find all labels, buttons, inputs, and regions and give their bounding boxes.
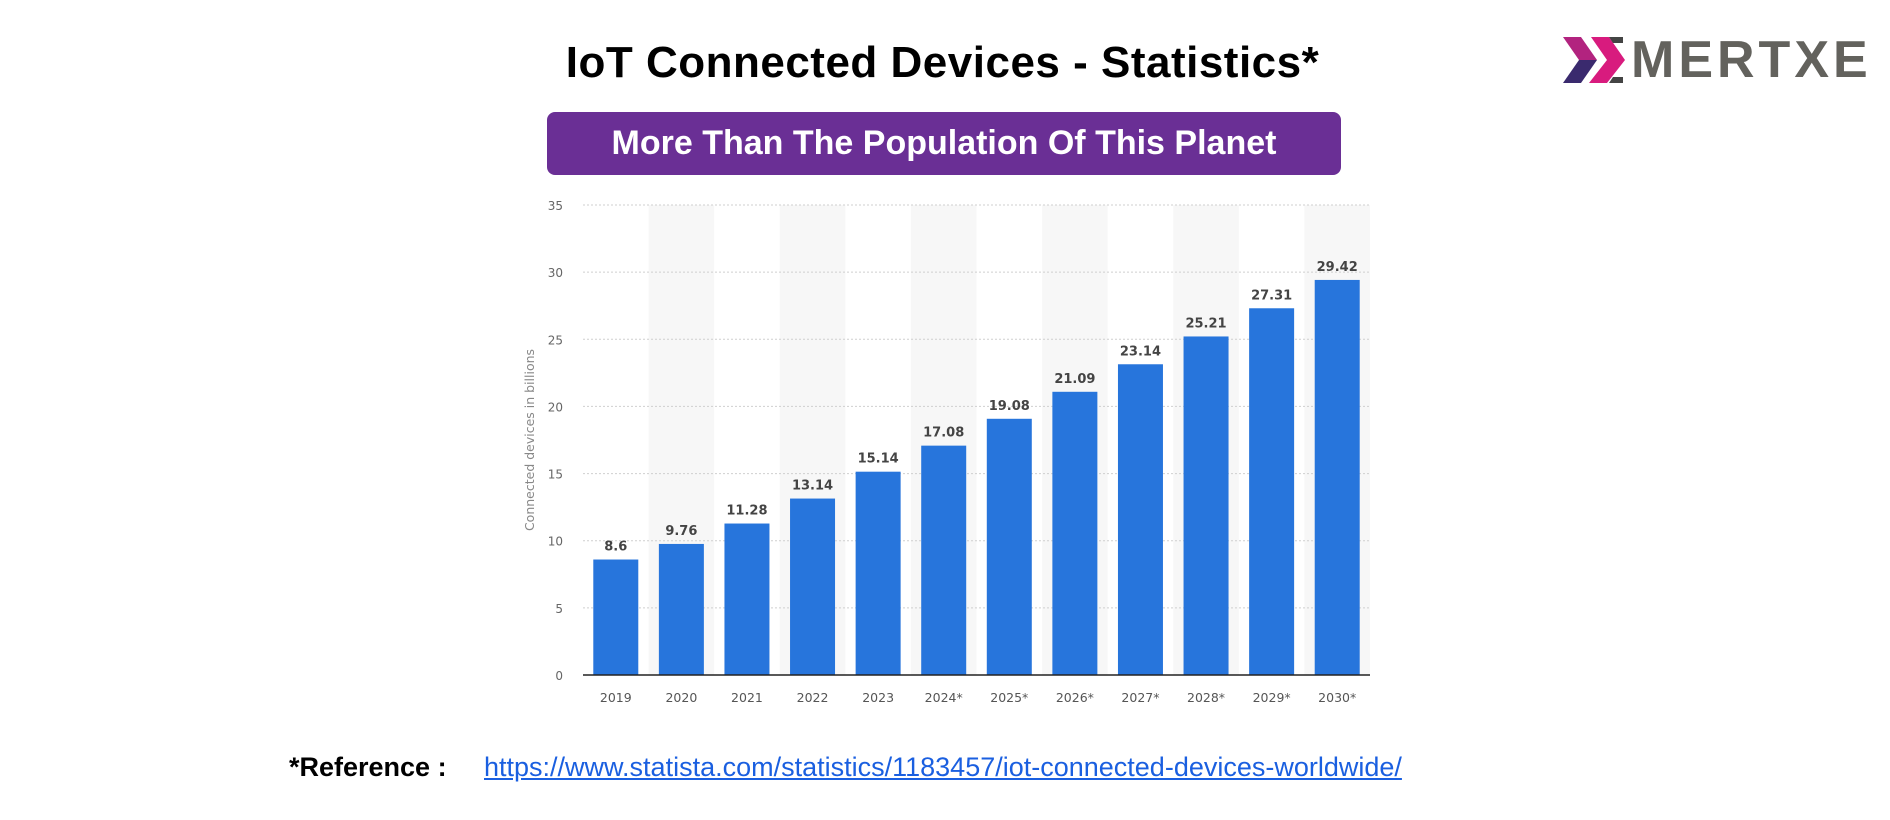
bar-2024*	[921, 445, 967, 675]
x-tick-label: 2026*	[1056, 690, 1094, 705]
bar-2029*	[1249, 308, 1295, 675]
subtitle-banner: More Than The Population Of This Planet	[547, 112, 1341, 175]
bar-2027*	[1117, 364, 1163, 675]
y-tick-label: 35	[548, 199, 563, 213]
bar-2026*	[1052, 391, 1098, 675]
bar-2028*	[1183, 336, 1229, 675]
data-label: 17.08	[923, 426, 964, 441]
bar-2025*	[986, 418, 1032, 675]
bar-2022	[790, 498, 836, 675]
x-tick-label: 2023	[862, 690, 894, 705]
data-label: 21.09	[1054, 372, 1095, 387]
reference-link[interactable]: https://www.statista.com/statistics/1183…	[484, 752, 1402, 782]
x-tick-label: 2020	[665, 690, 697, 705]
chevron-logo-icon	[1563, 37, 1625, 83]
bar-chart: 0 5 10 15 20 25 30 35 8.6 2019 9.76 2020 11.28 2021 13…	[522, 199, 1370, 705]
x-tick-label: 2021	[731, 690, 763, 705]
y-tick-label: 5	[555, 602, 563, 616]
x-tick-label: 2025*	[990, 690, 1028, 705]
x-tick-label: 2022	[797, 690, 829, 705]
data-label: 15.14	[858, 452, 899, 467]
data-label: 29.42	[1317, 260, 1358, 275]
x-tick-label: 2019	[600, 690, 632, 705]
y-tick-label: 20	[548, 400, 563, 414]
reference-line: *Reference : https://www.statista.com/st…	[289, 752, 1402, 783]
y-tick-label: 0	[555, 669, 563, 683]
data-label: 27.31	[1251, 288, 1292, 303]
y-tick-label: 30	[548, 266, 563, 280]
x-tick-label: 2027*	[1121, 690, 1159, 705]
data-label: 8.6	[604, 540, 627, 555]
bar-2023	[855, 471, 901, 675]
bar-2021	[724, 523, 770, 675]
data-label: 23.14	[1120, 344, 1161, 359]
data-label: 9.76	[665, 524, 697, 539]
reference-label: *Reference :	[289, 752, 447, 782]
data-label: 25.21	[1185, 316, 1226, 331]
data-label: 11.28	[726, 504, 767, 519]
x-tick-label: 2028*	[1187, 690, 1225, 705]
logo-text: MERTXE	[1631, 31, 1872, 89]
page-title: IoT Connected Devices - Statistics*	[565, 38, 1320, 87]
y-tick-label: 25	[548, 333, 563, 347]
bar-2030*	[1314, 279, 1360, 675]
x-tick-label: 2029*	[1253, 690, 1291, 705]
bar-2020	[658, 543, 704, 675]
y-tick-label: 10	[548, 535, 563, 549]
x-tick-label: 2030*	[1318, 690, 1356, 705]
data-label: 13.14	[792, 479, 833, 494]
y-tick-label: 15	[548, 468, 563, 482]
bar-2019	[593, 559, 639, 675]
y-axis-label: Connected devices in billions	[522, 349, 537, 531]
x-tick-label: 2024*	[925, 690, 963, 705]
emertxe-logo: MERTXE	[1563, 31, 1872, 89]
data-label: 19.08	[989, 399, 1030, 414]
